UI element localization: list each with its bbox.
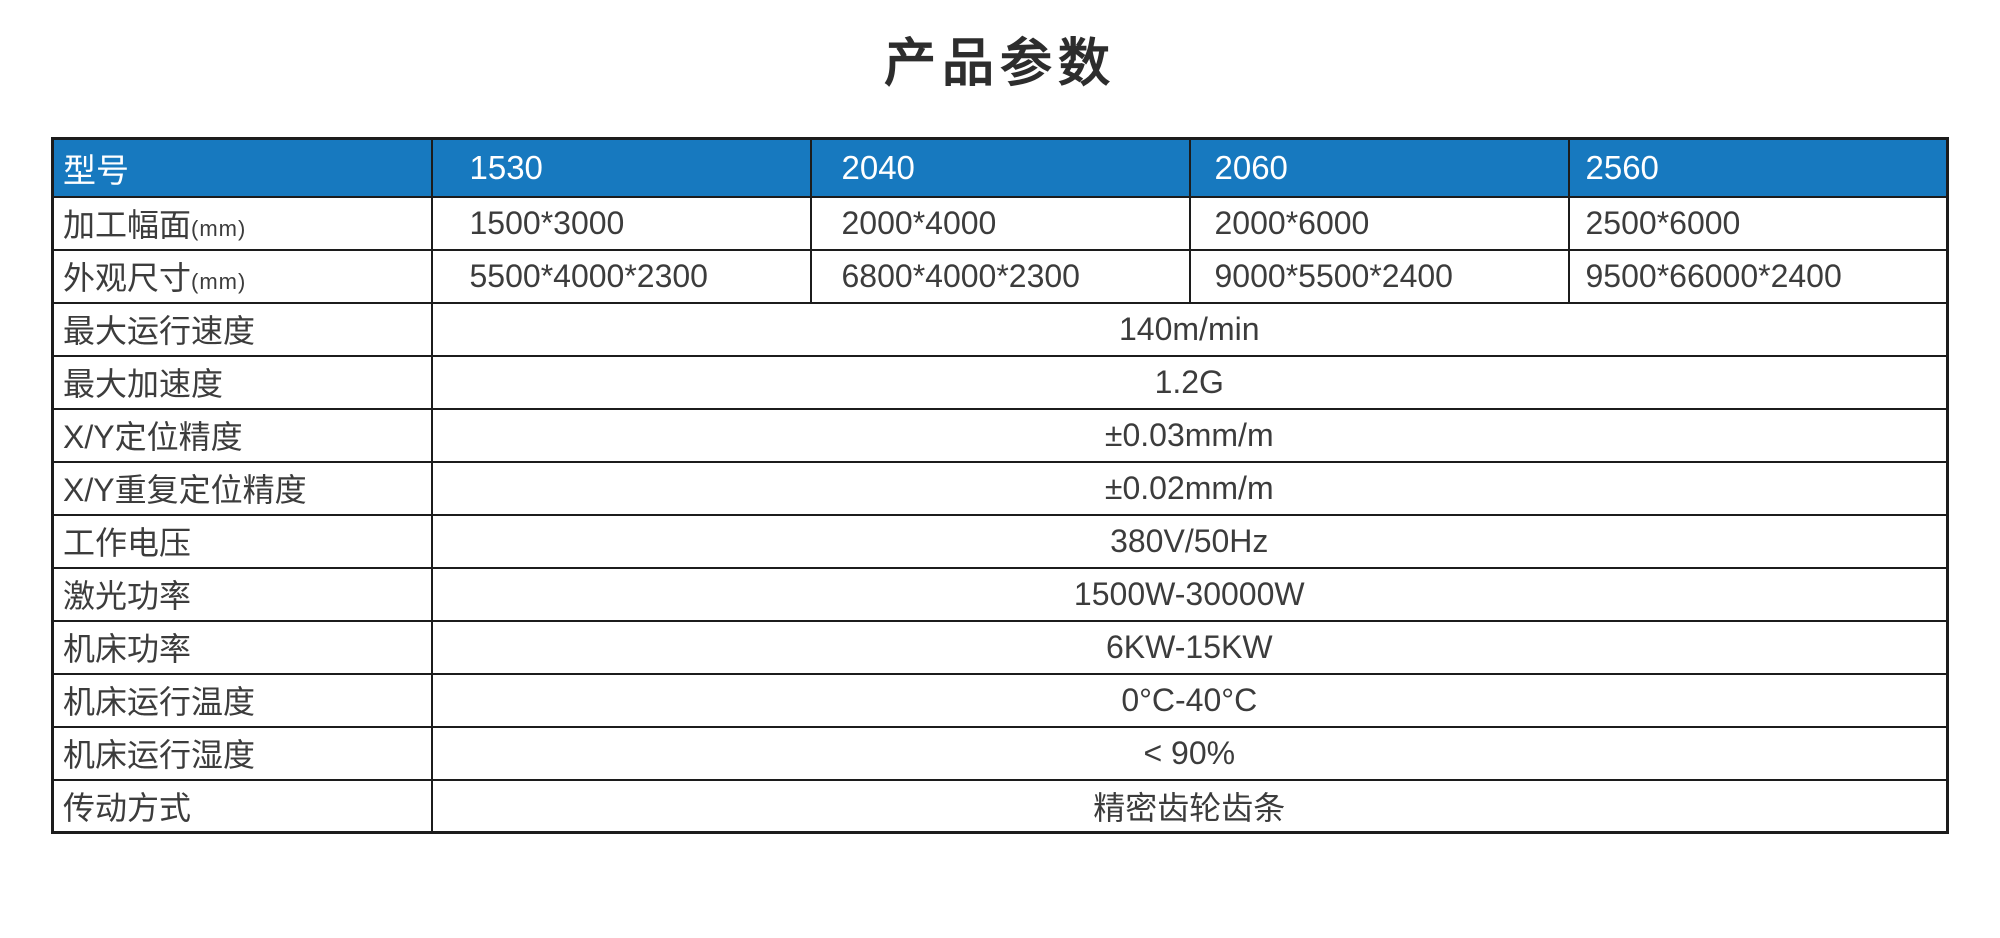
header-cell-model-1: 1530 (430, 137, 812, 198)
cell-value: 6800*4000*2300 (809, 248, 1191, 304)
cell-shared-value: < 90% (430, 725, 1949, 781)
cell-shared-value: 380V/50Hz (430, 513, 1949, 569)
cell-value: 2500*6000 (1567, 195, 1949, 251)
row-label-text: 加工幅面 (63, 207, 192, 243)
row-label: X/Y重复定位精度 (51, 460, 433, 516)
cell-shared-value: 140m/min (430, 301, 1949, 357)
cell-value: 9000*5500*2400 (1188, 248, 1570, 304)
table-row-operating-humidity: 机床运行湿度 < 90% (51, 725, 1949, 781)
row-label: 工作电压 (51, 513, 433, 569)
cell-shared-value: ±0.02mm/m (430, 460, 1949, 516)
cell-shared-value: ±0.03mm/m (430, 407, 1949, 463)
cell-shared-value: 0°C-40°C (430, 672, 1949, 728)
table-row-repeat-positioning-accuracy: X/Y重复定位精度 ±0.02mm/m (51, 460, 1949, 516)
row-label: 机床运行温度 (51, 672, 433, 728)
cell-value: 2000*6000 (1188, 195, 1570, 251)
row-label: 外观尺寸(mm) (51, 248, 433, 304)
header-cell-model-2: 2040 (809, 137, 1191, 198)
cell-shared-value: 6KW-15KW (430, 619, 1949, 675)
row-label: 机床运行湿度 (51, 725, 433, 781)
cell-value: 5500*4000*2300 (430, 248, 812, 304)
table-row-max-speed: 最大运行速度 140m/min (51, 301, 1949, 357)
product-parameters-table: 型号 1530 2040 2060 2560 加工幅面(mm) 1500*300… (51, 137, 1949, 834)
header-cell-model-label: 型号 (51, 137, 433, 198)
table-row-laser-power: 激光功率 1500W-30000W (51, 566, 1949, 622)
row-label-text: 外观尺寸 (63, 260, 192, 296)
table-row-dimensions: 外观尺寸(mm) 5500*4000*2300 6800*4000*2300 9… (51, 248, 1949, 304)
cell-shared-value: 精密齿轮齿条 (430, 778, 1949, 834)
cell-value: 9500*66000*2400 (1567, 248, 1949, 304)
page-title: 产品参数 (883, 35, 1116, 93)
table-header: 型号 1530 2040 2060 2560 (51, 137, 1949, 198)
cell-value: 1500*3000 (430, 195, 812, 251)
row-label: 激光功率 (51, 566, 433, 622)
cell-shared-value: 1.2G (430, 354, 1949, 410)
table-row-transmission-type: 传动方式 精密齿轮齿条 (51, 778, 1949, 834)
row-label: 最大加速度 (51, 354, 433, 410)
row-label: X/Y定位精度 (51, 407, 433, 463)
table-row-operating-temperature: 机床运行温度 0°C-40°C (51, 672, 1949, 728)
table-body: 加工幅面(mm) 1500*3000 2000*4000 2000*6000 2… (51, 195, 1949, 834)
row-label: 最大运行速度 (51, 301, 433, 357)
cell-shared-value: 1500W-30000W (430, 566, 1949, 622)
row-label-unit: (mm) (191, 269, 247, 294)
header-cell-model-4: 2560 (1567, 137, 1949, 198)
row-label-unit: (mm) (191, 216, 247, 241)
row-label: 传动方式 (51, 778, 433, 834)
row-label: 加工幅面(mm) (51, 195, 433, 251)
table-row-working-area: 加工幅面(mm) 1500*3000 2000*4000 2000*6000 2… (51, 195, 1949, 251)
row-label: 机床功率 (51, 619, 433, 675)
table-row-positioning-accuracy: X/Y定位精度 ±0.03mm/m (51, 407, 1949, 463)
table-row-machine-power: 机床功率 6KW-15KW (51, 619, 1949, 675)
table-row-working-voltage: 工作电压 380V/50Hz (51, 513, 1949, 569)
table-header-row: 型号 1530 2040 2060 2560 (51, 137, 1949, 198)
table-row-max-acceleration: 最大加速度 1.2G (51, 354, 1949, 410)
cell-value: 2000*4000 (809, 195, 1191, 251)
header-cell-model-3: 2060 (1188, 137, 1570, 198)
